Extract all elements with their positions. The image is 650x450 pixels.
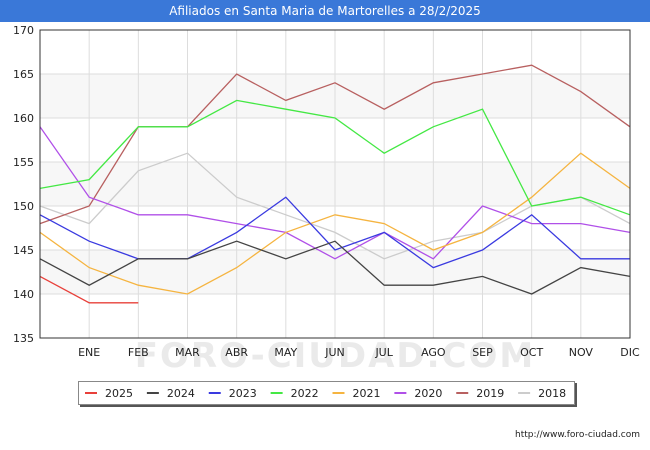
y-tick-label: 165 — [13, 68, 34, 81]
series-line-2022 — [39, 99, 631, 216]
legend-label: 2024 — [167, 387, 195, 400]
x-tick-label: ABR — [225, 346, 248, 359]
x-tick-label: FEB — [128, 346, 149, 359]
series-line-2021 — [39, 152, 631, 295]
source-link[interactable]: http://www.foro-ciudad.com — [515, 430, 640, 440]
series-line-2024 — [39, 240, 631, 295]
y-tick-label: 140 — [13, 288, 34, 301]
plot-frame — [39, 29, 631, 339]
chart-title: Afiliados en Santa Maria de Martorelles … — [0, 0, 650, 22]
series-line-2020 — [39, 126, 631, 260]
series-line-2025 — [39, 275, 139, 304]
legend-label: 2019 — [476, 387, 504, 400]
x-tick-label: OCT — [520, 346, 543, 359]
legend: 2025 2024 2023 2022 2021 2020 2019 2018 — [78, 381, 575, 405]
y-tick-label: 170 — [13, 24, 34, 37]
x-tick-label: SEP — [472, 346, 493, 359]
legend-label: 2018 — [538, 387, 566, 400]
y-axis-ticks: 135 140 145 150 155 160 165 170 — [13, 24, 34, 345]
x-tick-label: DIC — [620, 346, 640, 359]
x-tick-label: JUL — [374, 346, 393, 359]
x-tick-label: AGO — [421, 346, 446, 359]
y-tick-label: 160 — [13, 112, 34, 125]
x-axis-ticks: ENE FEB MAR ABR MAY JUN JUL AGO SEP OCT NOV DIC — [78, 346, 640, 359]
y-tick-label: 150 — [13, 200, 34, 213]
x-tick-label: JUN — [324, 346, 345, 359]
x-tick-label: MAY — [274, 346, 297, 359]
x-tick-label: NOV — [569, 346, 594, 359]
legend-label: 2022 — [291, 387, 319, 400]
series-layer — [39, 64, 631, 304]
legend-label: 2025 — [105, 387, 133, 400]
y-tick-label: 145 — [13, 244, 34, 257]
y-tick-label: 135 — [13, 332, 34, 345]
y-tick-label: 155 — [13, 156, 34, 169]
watermark: FORO-CIUDAD.COM — [135, 336, 536, 376]
legend-label: 2021 — [353, 387, 381, 400]
x-tick-label: MAR — [175, 346, 200, 359]
legend-label: 2020 — [414, 387, 442, 400]
line-chart: FORO-CIUDAD.COM 135 140 145 150 155 160 165 170… — [13, 24, 640, 376]
x-tick-label: ENE — [78, 346, 100, 359]
legend-label: 2023 — [229, 387, 257, 400]
